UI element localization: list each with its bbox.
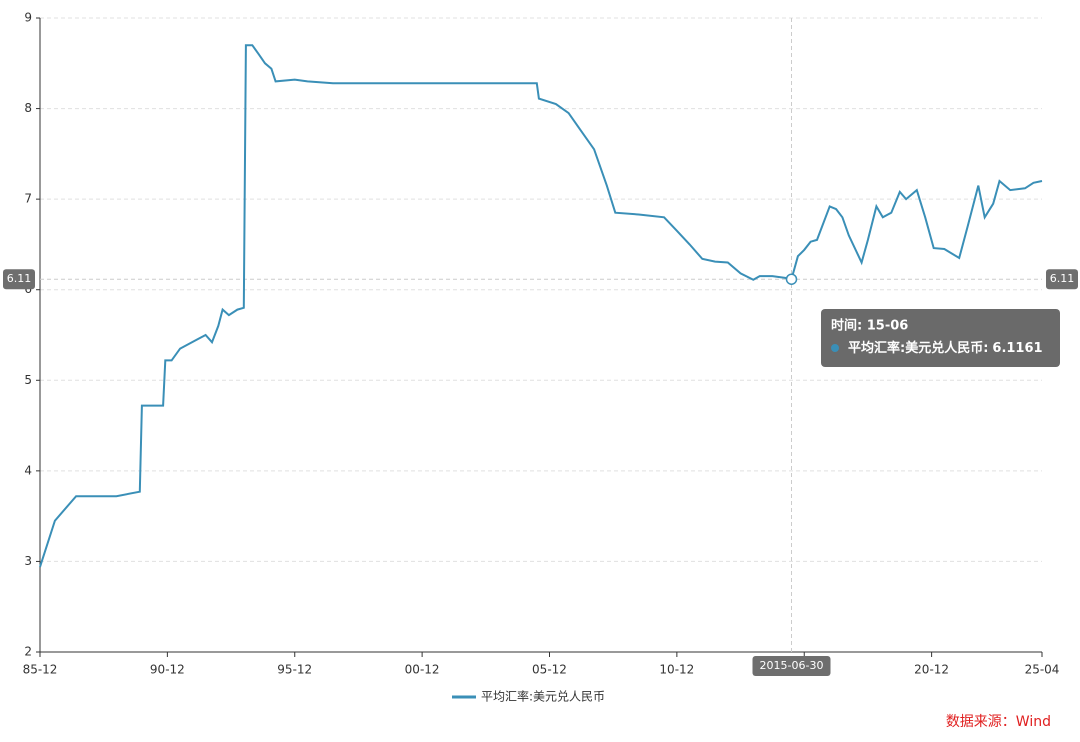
tooltip-series: 平均汇率:美元兑人民币: 6.1161 <box>848 340 1043 356</box>
legend-label: 平均汇率:美元兑人民币 <box>481 689 605 704</box>
pointer-x-badge <box>752 656 831 676</box>
y-tick-label: 6 <box>24 282 32 296</box>
source: 数据来源：Wind <box>946 714 1051 730</box>
x-tick-label: 90-12 <box>150 663 185 677</box>
y-tick-label: 2 <box>24 645 32 659</box>
pointer-y-label: 6.11 <box>1050 272 1075 285</box>
x-tick-label: 95-12 <box>277 663 312 677</box>
y-tick-label: 8 <box>24 101 32 115</box>
y-tick-label: 7 <box>24 192 32 206</box>
tooltip-title: 时间: 15-06 <box>831 318 908 334</box>
tooltip-box <box>821 309 1060 367</box>
y-tick-label: 3 <box>24 554 32 568</box>
x-tick-label: 20-12 <box>914 663 949 677</box>
tooltip-dot <box>831 344 839 352</box>
pointer-marker <box>785 273 798 285</box>
y-tick-label: 9 <box>24 11 32 25</box>
x-tick-label: 00-12 <box>405 663 440 677</box>
line <box>39 44 1043 568</box>
x-tick-label: 10-12 <box>659 663 694 677</box>
y-tick-label: 5 <box>24 373 32 387</box>
tooltip-series-label: 平均汇率:美元兑人民币: <box>848 340 988 356</box>
pointer-y-label: 6.11 <box>7 272 32 285</box>
pointer-y-badge <box>3 269 35 290</box>
pointer-x-label: 2015-06-30 <box>760 659 824 672</box>
y-tick-label: 4 <box>24 463 32 477</box>
pointer-y-badge <box>1046 269 1078 290</box>
x-tick-label: 25-04 <box>1025 663 1060 677</box>
tooltip-value: 6.1161 <box>992 341 1042 356</box>
x-tick-label: 85-12 <box>23 663 58 677</box>
x-tick-label: 05-12 <box>532 663 567 677</box>
